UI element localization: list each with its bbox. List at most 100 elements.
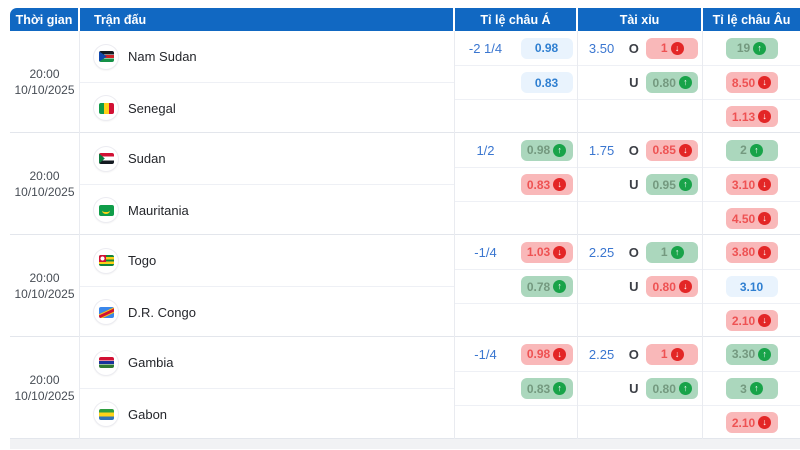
euro-away-odds-pill[interactable]: 2.10 ↓ [725,310,778,331]
euro-away-odds-pill[interactable]: 2.10 ↓ [725,412,778,433]
handicap-value: -1/4 [474,244,497,260]
odds-value: 0.83 [526,381,551,396]
header-cell-euro-odds: Tỉ lệ châu Âu [712,12,791,27]
over-under-row-empty [578,303,702,337]
euro-home-odds-pill[interactable]: 2 ↑ [725,139,778,161]
asian-odds-row-away: 0.78 ↑ [455,269,577,303]
under-odds-pill[interactable]: 0.80 ↑ [646,378,699,399]
home-team-row[interactable]: Gambia [80,337,454,388]
asian-odds-cell: -1/4 1.03 ↓ 0.78 ↑ [455,235,578,337]
over-row: 2.25 O 1 ↓ [578,337,702,371]
over-under-cell: 1.75 O 0.85 ↓ U 0.95 ↑ [578,133,703,235]
over-odds-pill[interactable]: 1 ↓ [646,37,699,59]
over-label: O [628,40,639,56]
euro-away-row: 2.10 ↓ [703,405,800,439]
euro-home-odds-pill[interactable]: 3.30 ↑ [725,343,778,365]
over-odds-pill[interactable]: 1 ↑ [646,241,699,263]
euro-draw-odds-pill[interactable]: 3 ↑ [725,378,778,399]
asian-away-odds-pill[interactable]: 0.83 ↑ [520,378,573,399]
flag-icon [98,408,114,420]
odds-value: 0.78 [526,279,551,294]
under-odds-pill[interactable]: 0.80 ↓ [646,276,699,297]
euro-odds-cell: 2 ↑ 3.10 ↓ 4.50 ↓ [703,133,800,235]
header-cell-match: Trận đấu [80,8,455,31]
trend-up-icon: ↑ [749,143,763,157]
match-time: 20:00 [29,271,60,285]
trend-down-icon: ↓ [758,212,772,225]
asian-away-odds-pill[interactable]: 0.83 ↓ [520,174,573,195]
home-team-name: Sudan [128,151,166,166]
trend-up-icon: ↑ [553,143,567,157]
euro-draw-odds-pill[interactable]: 3.10 [725,276,778,297]
odds-value: 3 [740,381,747,396]
home-flag-badge [94,248,118,273]
away-team-row[interactable]: Gabon [80,388,454,439]
total-value: 3.50 [588,40,615,56]
under-odds-pill[interactable]: 0.80 ↑ [646,72,699,93]
asian-away-odds-pill[interactable]: 0.78 ↑ [520,276,573,297]
home-team-row[interactable]: Sudan [80,133,454,184]
euro-home-odds-pill[interactable]: 19 ↑ [725,37,778,59]
odds-value: 8.50 [731,75,756,90]
under-label: U [629,381,639,396]
odds-value: 2 [740,143,747,157]
asian-home-odds-pill[interactable]: 0.98 ↑ [520,139,573,161]
away-team-row[interactable]: Mauritania [80,184,454,235]
euro-away-odds-pill[interactable]: 4.50 ↓ [725,208,778,229]
euro-home-odds-pill[interactable]: 3.80 ↓ [725,241,778,263]
match-cell: Gambia Gabon [80,337,455,439]
match-row: 20:00 10/10/2025 Nam Sudan Senegal -2 1/… [10,31,800,133]
away-team-row[interactable]: D.R. Congo [80,286,454,337]
over-under-cell: 2.25 O 1 ↓ U 0.80 ↑ [578,337,703,439]
away-team-row[interactable]: Senegal [80,82,454,133]
over-odds-pill[interactable]: 0.85 ↓ [646,139,699,161]
asian-home-odds-pill[interactable]: 1.03 ↓ [520,241,573,263]
asian-odds-row-empty [455,99,577,133]
asian-odds-row-home: 1/2 0.98 ↑ [455,133,577,167]
match-cell: Togo D.R. Congo [80,235,455,337]
trend-up-icon: ↑ [670,245,684,259]
trend-up-icon: ↑ [753,41,767,55]
under-row: U 0.80 ↑ [578,65,702,99]
odds-value: 0.98 [534,41,559,55]
match-cell: Nam Sudan Senegal [80,31,455,133]
home-team-row[interactable]: Togo [80,235,454,286]
away-team-name: D.R. Congo [128,304,196,320]
over-under-cell: 3.50 O 1 ↓ U 0.80 ↑ [578,31,703,133]
under-label: U [629,279,639,294]
under-label: U [629,75,639,90]
flag-icon [98,255,114,266]
euro-away-odds-pill[interactable]: 1.13 ↓ [725,106,778,127]
odds-value: 2.10 [731,313,756,328]
time-cell: 20:00 10/10/2025 [10,235,80,337]
over-label: O [628,346,639,362]
asian-away-odds-pill[interactable]: 0.83 [520,72,573,93]
handicap-value: -1/4 [474,346,497,362]
euro-draw-odds-pill[interactable]: 8.50 ↓ [725,72,778,93]
trend-down-icon: ↓ [553,245,567,259]
trend-up-icon: ↑ [678,178,692,191]
under-row: U 0.80 ↑ [578,371,702,405]
odds-value: 0.80 [652,381,676,396]
odds-value: 3.80 [731,245,756,259]
match-row: 20:00 10/10/2025 Gambia Gabon -1/4 0 [10,337,800,439]
asian-home-odds-pill[interactable]: 0.98 ↓ [520,343,573,365]
trend-down-icon: ↓ [670,347,684,361]
home-team-row[interactable]: Nam Sudan [80,31,454,82]
trend-up-icon: ↑ [553,280,567,293]
asian-odds-row-away: 0.83 ↑ [455,371,577,405]
odds-value: 0.98 [526,143,551,157]
asian-home-odds-pill[interactable]: 0.98 [520,37,573,59]
odds-value: 0.80 [652,75,676,90]
table-header: Thời gian Trận đấu Tỉ lệ châu Á Tài xỉu … [10,8,800,31]
over-odds-pill[interactable]: 1 ↓ [646,343,699,365]
flag-icon [98,204,114,216]
odds-value: 0.85 [652,143,676,157]
euro-draw-odds-pill[interactable]: 3.10 ↓ [725,174,778,195]
header-cell-over-under: Tài xỉu [578,8,703,31]
under-odds-pill[interactable]: 0.95 ↑ [646,174,699,195]
flag-icon [98,153,114,164]
match-row: 20:00 10/10/2025 Sudan Mauritania 1/2 [10,133,800,235]
euro-away-row: 2.10 ↓ [703,303,800,337]
match-time: 20:00 [29,373,60,387]
